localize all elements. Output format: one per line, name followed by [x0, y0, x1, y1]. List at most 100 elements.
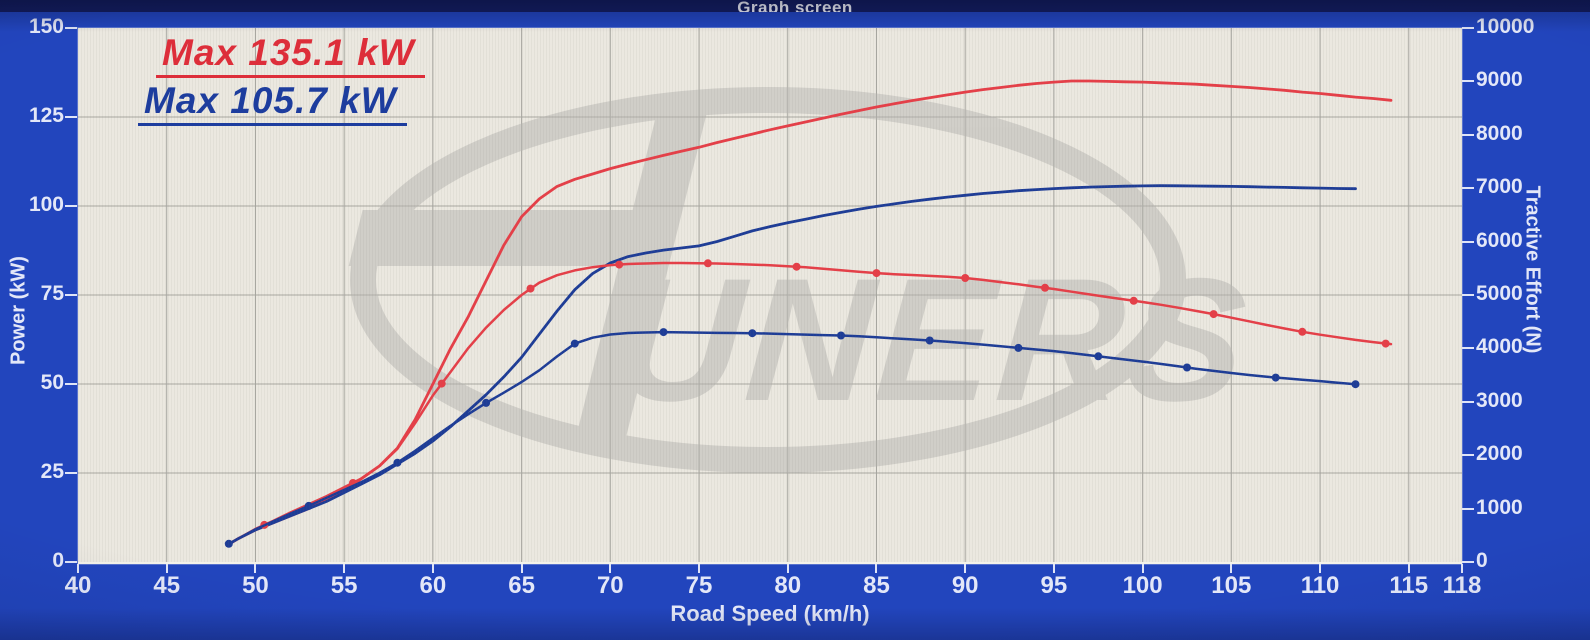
x-axis-title: Road Speed (km/h) — [670, 601, 870, 626]
x-tick — [1052, 564, 1055, 573]
x-tick — [431, 564, 434, 573]
x-tick-label: 118 — [1442, 572, 1482, 599]
x-tick-label: 115 — [1389, 572, 1429, 599]
marker-tractive-effort-tuned — [792, 262, 801, 271]
y-left-tick — [65, 27, 77, 29]
marker-tractive-effort-tuned — [1381, 339, 1390, 348]
marker-tractive-effort-tuned — [703, 259, 712, 268]
marker-tractive-effort-stock — [393, 458, 402, 467]
x-tick — [609, 564, 612, 573]
y-left-tick — [65, 472, 77, 474]
marker-tractive-effort-stock — [570, 339, 579, 348]
y-right-tick-label: 7000 — [1476, 175, 1523, 199]
marker-tractive-effort-stock — [1183, 363, 1191, 372]
x-tick-label: 40 — [64, 572, 92, 599]
marker-tractive-effort-stock — [925, 336, 934, 345]
y-left-tick-label: 125 — [28, 104, 64, 127]
curve-tractive-effort-stock — [227, 330, 1357, 546]
window-titlebar: Graph screen — [0, 0, 1590, 12]
y-right-tick-label: 1000 — [1476, 495, 1523, 519]
x-tick-label: 90 — [951, 572, 979, 599]
marker-tractive-effort-stock — [482, 398, 491, 407]
y-left-tick-label: 25 — [40, 460, 64, 483]
x-tick — [254, 564, 257, 573]
x-tick — [786, 564, 789, 573]
marker-tractive-effort-stock — [304, 501, 313, 510]
watermark-t-bar — [348, 210, 663, 266]
marker-tractive-effort-stock — [224, 539, 233, 548]
y-left-tick-label: 75 — [40, 282, 64, 305]
x-tick — [964, 564, 967, 573]
y-right-tick — [1462, 240, 1474, 243]
x-tick-label: 110 — [1300, 572, 1340, 599]
y-right-tick — [1462, 133, 1474, 136]
y-right-tick-label: 0 — [1476, 549, 1488, 572]
y-right-tick-label: 6000 — [1476, 228, 1523, 252]
y-left-tick-label: 0 — [52, 549, 64, 572]
y-right-tick-label: 10000 — [1476, 15, 1535, 38]
x-tick-label: 105 — [1211, 572, 1252, 599]
max-power-tuned-label: Max 135.1 kW — [156, 32, 425, 78]
curve-power-tuned — [227, 79, 1393, 546]
x-tick — [875, 564, 878, 573]
x-tick — [1319, 564, 1322, 573]
chart-canvas: UNERS — [78, 28, 1462, 562]
x-tick-label: 45 — [153, 572, 181, 599]
y-left-tick-label: 100 — [28, 193, 64, 216]
x-tick-label: 70 — [596, 572, 624, 599]
y-right-tick-label: 2000 — [1476, 442, 1523, 466]
watermark-t-glyph — [348, 98, 711, 438]
watermark-ellipse — [350, 87, 1186, 473]
y-left-tick — [65, 383, 77, 385]
y-left-tick-label: 150 — [28, 15, 64, 38]
x-tick — [165, 564, 168, 573]
y-right-tick — [1462, 80, 1474, 83]
y-right-tick-label: 4000 — [1476, 335, 1523, 359]
x-tick — [1230, 564, 1233, 573]
y-right-tick — [1462, 294, 1474, 296]
marker-tractive-effort-stock — [748, 329, 757, 338]
x-tick-label: 60 — [419, 572, 447, 599]
max-power-stock-label: Max 105.7 kW — [138, 80, 407, 126]
y-right-axis-title: Tractive Effort (N) — [1521, 185, 1544, 354]
marker-tractive-effort-tuned — [1298, 327, 1307, 336]
y-right-tick — [1462, 507, 1474, 510]
x-tick-label: 50 — [242, 572, 269, 599]
marker-tractive-effort-stock — [1271, 373, 1280, 382]
y-right-tick — [1462, 347, 1474, 350]
y-left-axis-title: Power (kW) — [7, 256, 30, 365]
marker-tractive-effort-stock — [1094, 352, 1103, 361]
x-tick — [1141, 564, 1144, 573]
marker-tractive-effort-tuned — [1209, 310, 1218, 319]
curve-tractive-effort-tuned — [227, 261, 1393, 546]
marker-tractive-effort-stock — [1351, 380, 1360, 389]
x-tick-label: 55 — [330, 572, 358, 599]
x-tick — [520, 564, 523, 573]
y-right-tick — [1462, 187, 1474, 190]
x-tick — [343, 564, 346, 573]
marker-tractive-effort-tuned — [961, 274, 970, 282]
marker-tractive-effort-stock — [659, 328, 668, 337]
x-tick-label: 95 — [1040, 572, 1068, 599]
marker-tractive-effort-tuned — [1129, 296, 1138, 305]
x-tick — [698, 564, 701, 573]
marker-tractive-effort-tuned — [526, 284, 535, 293]
y-right-tick — [1462, 454, 1474, 457]
y-right-tick-label: 9000 — [1476, 68, 1523, 92]
window-title: Graph screen — [737, 0, 853, 12]
y-right-tick-label: 8000 — [1476, 121, 1523, 145]
y-left-tick-label: 50 — [40, 371, 64, 394]
x-tick-label: 100 — [1122, 572, 1163, 599]
y-right-tick — [1462, 561, 1474, 563]
marker-tractive-effort-tuned — [615, 260, 624, 269]
watermark-t-stem — [575, 98, 711, 438]
curve-power-stock — [227, 184, 1357, 546]
y-left-tick — [65, 116, 77, 118]
y-left-tick — [65, 561, 77, 563]
x-tick — [1407, 564, 1410, 573]
marker-tractive-effort-stock — [1014, 343, 1023, 352]
y-left-tick — [65, 294, 77, 296]
marker-tractive-effort-tuned — [437, 379, 446, 388]
